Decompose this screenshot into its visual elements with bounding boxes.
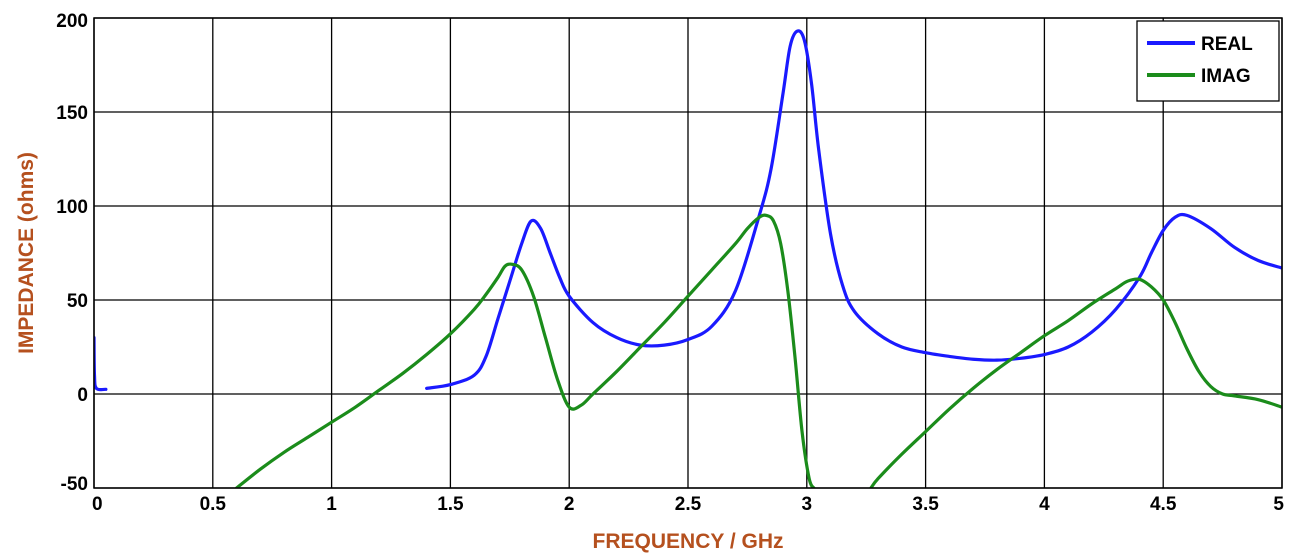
plot-frame xyxy=(93,17,1283,489)
x-axis-label: FREQUENCY / GHz xyxy=(593,530,784,553)
y-axis-label: IMPEDANCE (ohms) xyxy=(15,152,38,354)
x-tick-label: 1.5 xyxy=(437,494,464,515)
legend-label-real: REAL xyxy=(1201,34,1253,55)
x-tick-label: 4 xyxy=(1039,494,1050,515)
x-tick-label: 3 xyxy=(802,494,813,515)
x-tick-label: 0 xyxy=(92,494,103,515)
x-tick-label: 2.5 xyxy=(675,494,702,515)
x-tick-label: 3.5 xyxy=(912,494,939,515)
series-line-real xyxy=(425,29,1282,390)
y-tick-label: 0 xyxy=(77,385,88,406)
x-tick-label: 2 xyxy=(564,494,575,515)
x-tick-label: 4.5 xyxy=(1150,494,1177,515)
x-tick-label: 1 xyxy=(326,494,337,515)
y-tick-label: 50 xyxy=(67,291,88,312)
x-tick-label: 5 xyxy=(1273,494,1284,515)
legend: REAL IMAG xyxy=(1136,20,1280,102)
series-line-imag xyxy=(869,277,1282,488)
y-tick-label: -50 xyxy=(61,474,88,495)
legend-label-imag: IMAG xyxy=(1201,66,1251,87)
series-line-imag xyxy=(234,213,816,488)
y-tick-label: 100 xyxy=(56,197,88,218)
y-tick-label: 200 xyxy=(56,11,88,32)
y-tick-label: 150 xyxy=(56,103,88,124)
legend-box xyxy=(1136,20,1280,102)
x-tick-label: 0.5 xyxy=(200,494,227,515)
